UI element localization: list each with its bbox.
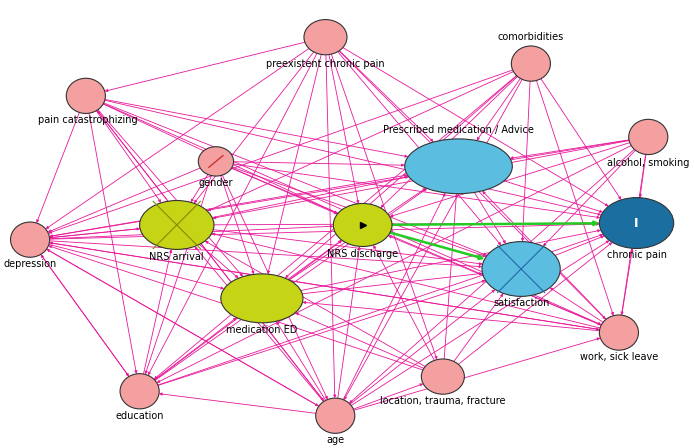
Ellipse shape — [139, 201, 214, 250]
Text: preexistent chronic pain: preexistent chronic pain — [266, 59, 384, 69]
Text: Prescribed medication / Advice: Prescribed medication / Advice — [383, 125, 534, 135]
Ellipse shape — [421, 359, 464, 394]
Ellipse shape — [304, 20, 347, 55]
Ellipse shape — [66, 78, 105, 113]
Ellipse shape — [629, 119, 668, 155]
Text: comorbidities: comorbidities — [498, 32, 564, 42]
Text: work, sick leave: work, sick leave — [579, 352, 658, 362]
Ellipse shape — [198, 147, 234, 176]
Text: I: I — [634, 216, 638, 229]
Text: medication ED: medication ED — [226, 325, 298, 335]
Text: chronic pain: chronic pain — [607, 250, 666, 260]
Ellipse shape — [405, 139, 512, 194]
Text: NRS arrival: NRS arrival — [149, 252, 204, 263]
Ellipse shape — [120, 374, 159, 409]
Ellipse shape — [221, 274, 303, 323]
Ellipse shape — [600, 315, 638, 350]
Text: pain catastrophizing: pain catastrophizing — [38, 116, 137, 125]
Text: gender: gender — [198, 178, 233, 188]
Ellipse shape — [316, 398, 355, 433]
Text: education: education — [115, 411, 164, 421]
Text: age: age — [326, 435, 344, 445]
Ellipse shape — [10, 222, 50, 257]
Ellipse shape — [600, 198, 674, 249]
Ellipse shape — [511, 46, 550, 81]
Text: satisfaction: satisfaction — [493, 298, 550, 308]
Text: location, trauma, fracture: location, trauma, fracture — [380, 396, 506, 406]
Text: NRS discharge: NRS discharge — [327, 250, 398, 259]
Ellipse shape — [333, 203, 392, 246]
Text: depression: depression — [3, 259, 57, 269]
Text: alcohol, smoking: alcohol, smoking — [607, 159, 689, 168]
Ellipse shape — [482, 241, 560, 297]
